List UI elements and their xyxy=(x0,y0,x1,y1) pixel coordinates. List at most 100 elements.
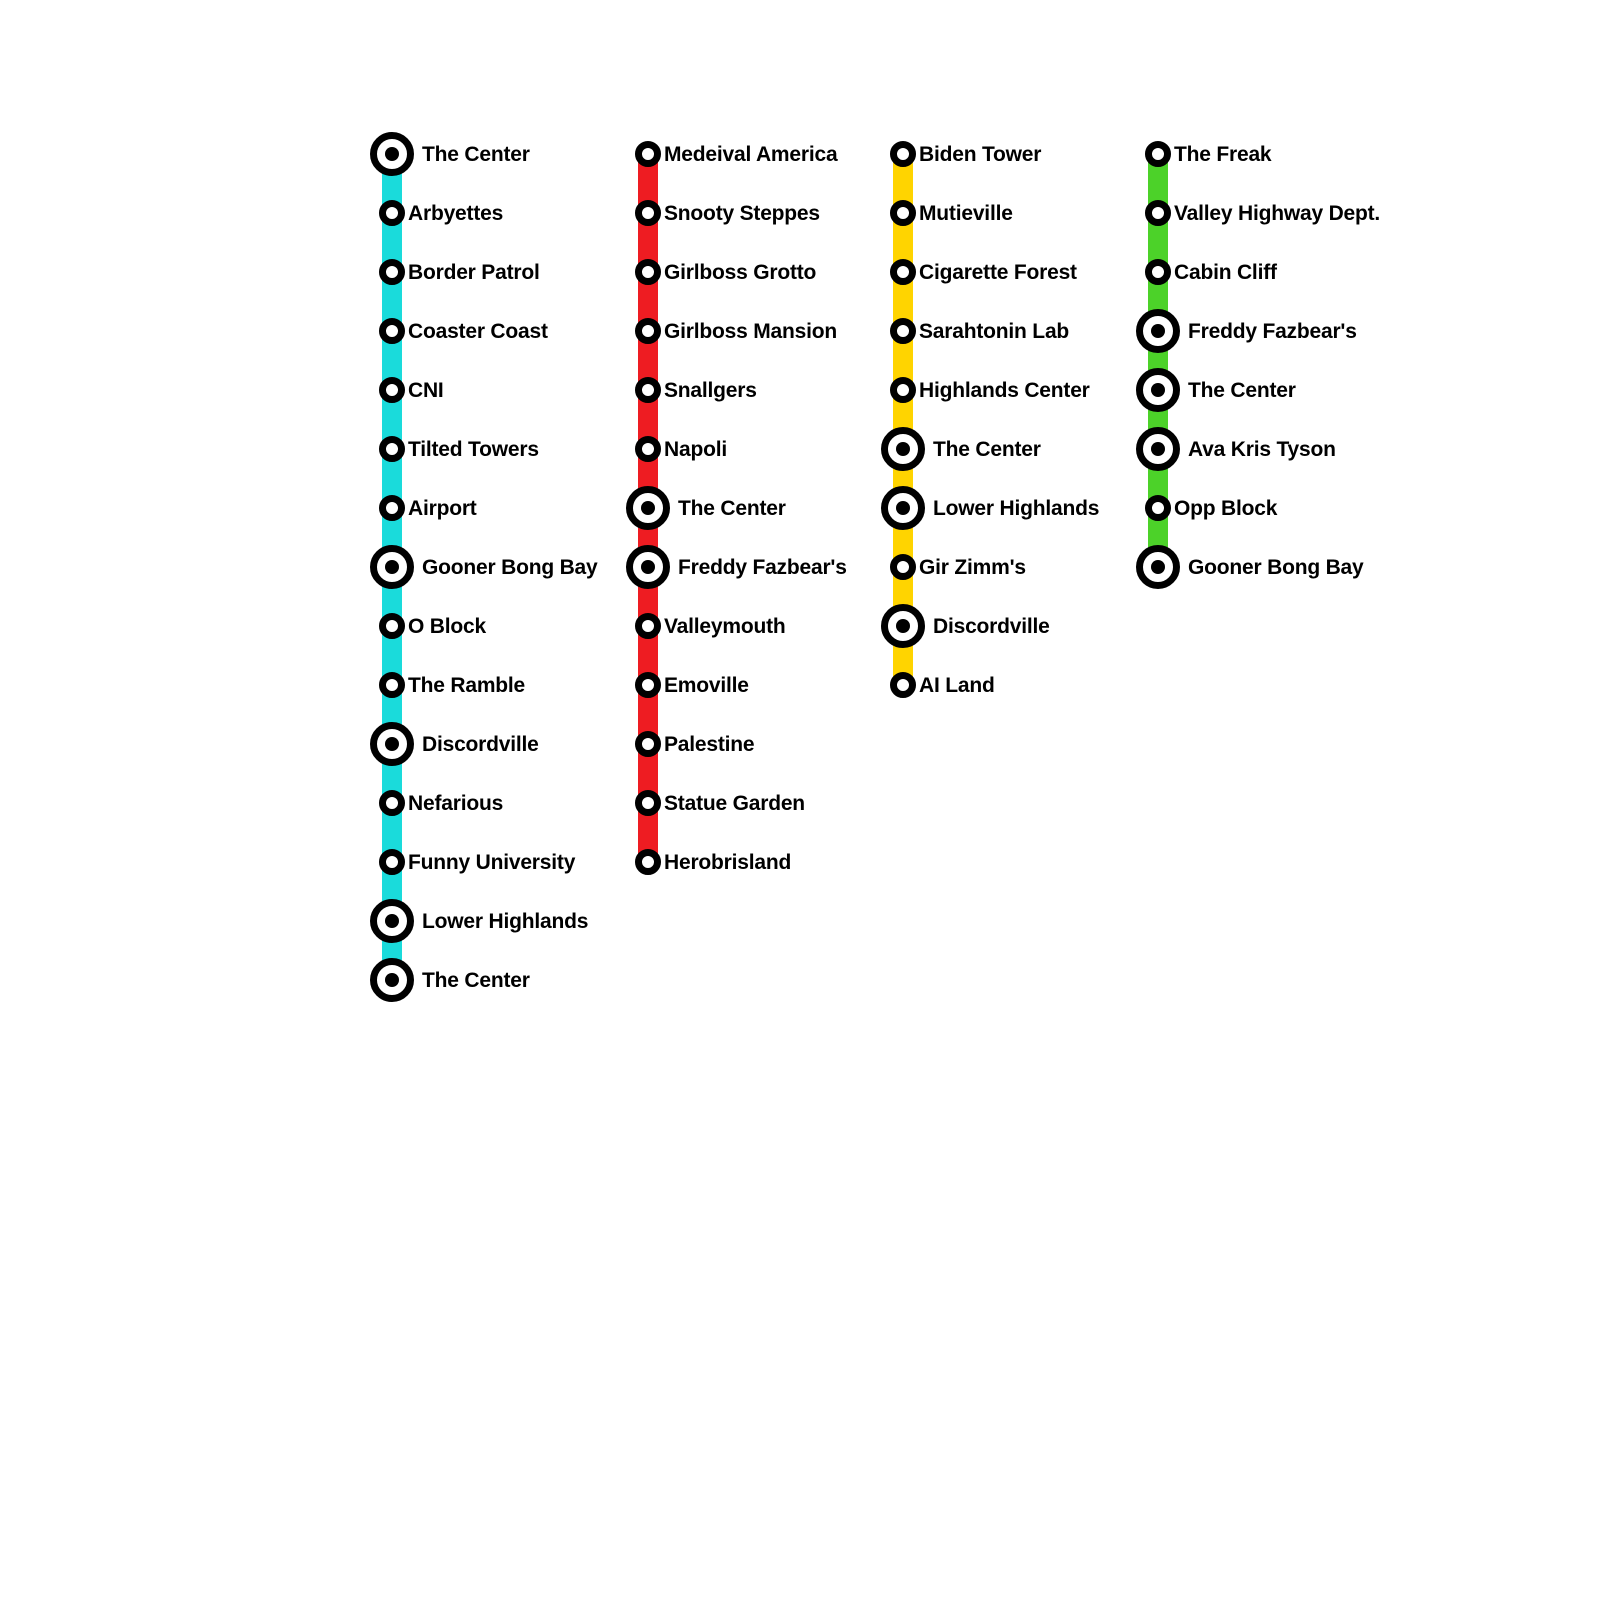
station-label: The Center xyxy=(422,143,530,166)
station-marker-icon[interactable] xyxy=(379,495,405,521)
interchange-marker-icon[interactable] xyxy=(370,958,414,1002)
interchange-marker-icon[interactable] xyxy=(1136,545,1180,589)
station-label: Napoli xyxy=(664,438,727,461)
station-label: Emoville xyxy=(664,674,749,697)
station-marker-icon[interactable] xyxy=(890,318,916,344)
station-label: Discordville xyxy=(933,615,1050,638)
interchange-core-icon xyxy=(1151,324,1165,338)
station-marker-icon[interactable] xyxy=(890,377,916,403)
station-label: AI Land xyxy=(919,674,995,697)
interchange-core-icon xyxy=(896,501,910,515)
station-label: Snallgers xyxy=(664,379,757,402)
station-label: Girlboss Grotto xyxy=(664,261,817,284)
station-marker-icon[interactable] xyxy=(635,613,661,639)
station-label: Funny University xyxy=(408,851,576,874)
station-label: The Center xyxy=(1188,379,1296,402)
interchange-core-icon xyxy=(1151,560,1165,574)
station-label: Gir Zimm's xyxy=(919,556,1026,579)
station-marker-icon[interactable] xyxy=(890,672,916,698)
station-marker-icon[interactable] xyxy=(379,200,405,226)
station-label: CNI xyxy=(408,379,444,402)
station-marker-icon[interactable] xyxy=(635,377,661,403)
station-label: Nefarious xyxy=(408,792,504,815)
station-label: Highlands Center xyxy=(919,379,1090,402)
station-marker-icon[interactable] xyxy=(635,790,661,816)
interchange-marker-icon[interactable] xyxy=(626,545,670,589)
station-marker-icon[interactable] xyxy=(379,613,405,639)
station-marker-icon[interactable] xyxy=(1145,495,1171,521)
station-label: Cabin Cliff xyxy=(1174,261,1277,284)
station-label: Valley Highway Dept. xyxy=(1174,202,1381,225)
interchange-core-icon xyxy=(1151,383,1165,397)
station-marker-icon[interactable] xyxy=(890,200,916,226)
station-label: Palestine xyxy=(664,733,755,756)
station-marker-icon[interactable] xyxy=(635,436,661,462)
station-marker-icon[interactable] xyxy=(1145,200,1171,226)
station-marker-icon[interactable] xyxy=(379,436,405,462)
station-label: Freddy Fazbear's xyxy=(678,556,847,579)
station-marker-icon[interactable] xyxy=(379,318,405,344)
station-marker-icon[interactable] xyxy=(379,672,405,698)
interchange-marker-icon[interactable] xyxy=(626,486,670,530)
station-label: The Center xyxy=(422,969,530,992)
interchange-marker-icon[interactable] xyxy=(370,899,414,943)
station-marker-icon[interactable] xyxy=(635,731,661,757)
station-marker-icon[interactable] xyxy=(635,200,661,226)
station-marker-icon[interactable] xyxy=(1145,141,1171,167)
station-label: Gooner Bong Bay xyxy=(422,556,598,579)
interchange-core-icon xyxy=(641,501,655,515)
station-marker-icon[interactable] xyxy=(890,141,916,167)
station-label: Snooty Steppes xyxy=(664,202,820,225)
station-label: Lower Highlands xyxy=(933,497,1100,520)
interchange-core-icon xyxy=(385,737,399,751)
station-label: Border Patrol xyxy=(408,261,540,284)
station-label: Statue Garden xyxy=(664,792,805,815)
station-label: Sarahtonin Lab xyxy=(919,320,1070,343)
interchange-core-icon xyxy=(385,147,399,161)
station-marker-icon[interactable] xyxy=(635,672,661,698)
interchange-marker-icon[interactable] xyxy=(370,722,414,766)
station-marker-icon[interactable] xyxy=(379,259,405,285)
station-label: Freddy Fazbear's xyxy=(1188,320,1357,343)
station-label: Gooner Bong Bay xyxy=(1188,556,1364,579)
station-label: The Center xyxy=(933,438,1041,461)
interchange-marker-icon[interactable] xyxy=(1136,309,1180,353)
interchange-marker-icon[interactable] xyxy=(1136,427,1180,471)
station-label: Discordville xyxy=(422,733,539,756)
station-label: Medeival America xyxy=(664,143,838,166)
interchange-core-icon xyxy=(385,560,399,574)
station-marker-icon[interactable] xyxy=(1145,259,1171,285)
station-label: Biden Tower xyxy=(919,143,1042,166)
interchange-core-icon xyxy=(896,442,910,456)
station-marker-icon[interactable] xyxy=(635,849,661,875)
station-marker-icon[interactable] xyxy=(890,554,916,580)
station-label: Mutieville xyxy=(919,202,1013,225)
station-label: The Center xyxy=(678,497,786,520)
interchange-core-icon xyxy=(385,973,399,987)
station-label: Herobrisland xyxy=(664,851,792,874)
station-label: Arbyettes xyxy=(408,202,504,225)
interchange-marker-icon[interactable] xyxy=(1136,368,1180,412)
station-label: The Freak xyxy=(1174,143,1272,166)
station-label: Ava Kris Tyson xyxy=(1188,438,1336,461)
station-marker-icon[interactable] xyxy=(635,141,661,167)
interchange-marker-icon[interactable] xyxy=(881,604,925,648)
station-marker-icon[interactable] xyxy=(635,318,661,344)
station-marker-icon[interactable] xyxy=(890,259,916,285)
station-marker-icon[interactable] xyxy=(379,790,405,816)
station-label: Girlboss Mansion xyxy=(664,320,837,343)
interchange-marker-icon[interactable] xyxy=(370,132,414,176)
station-marker-icon[interactable] xyxy=(635,259,661,285)
station-label: O Block xyxy=(408,615,486,638)
interchange-core-icon xyxy=(896,619,910,633)
interchange-marker-icon[interactable] xyxy=(881,427,925,471)
interchange-marker-icon[interactable] xyxy=(370,545,414,589)
station-label: Coaster Coast xyxy=(408,320,548,343)
track-yellow-line xyxy=(893,154,913,685)
station-label: Airport xyxy=(408,497,477,520)
interchange-core-icon xyxy=(385,914,399,928)
station-marker-icon[interactable] xyxy=(379,849,405,875)
station-marker-icon[interactable] xyxy=(379,377,405,403)
interchange-marker-icon[interactable] xyxy=(881,486,925,530)
